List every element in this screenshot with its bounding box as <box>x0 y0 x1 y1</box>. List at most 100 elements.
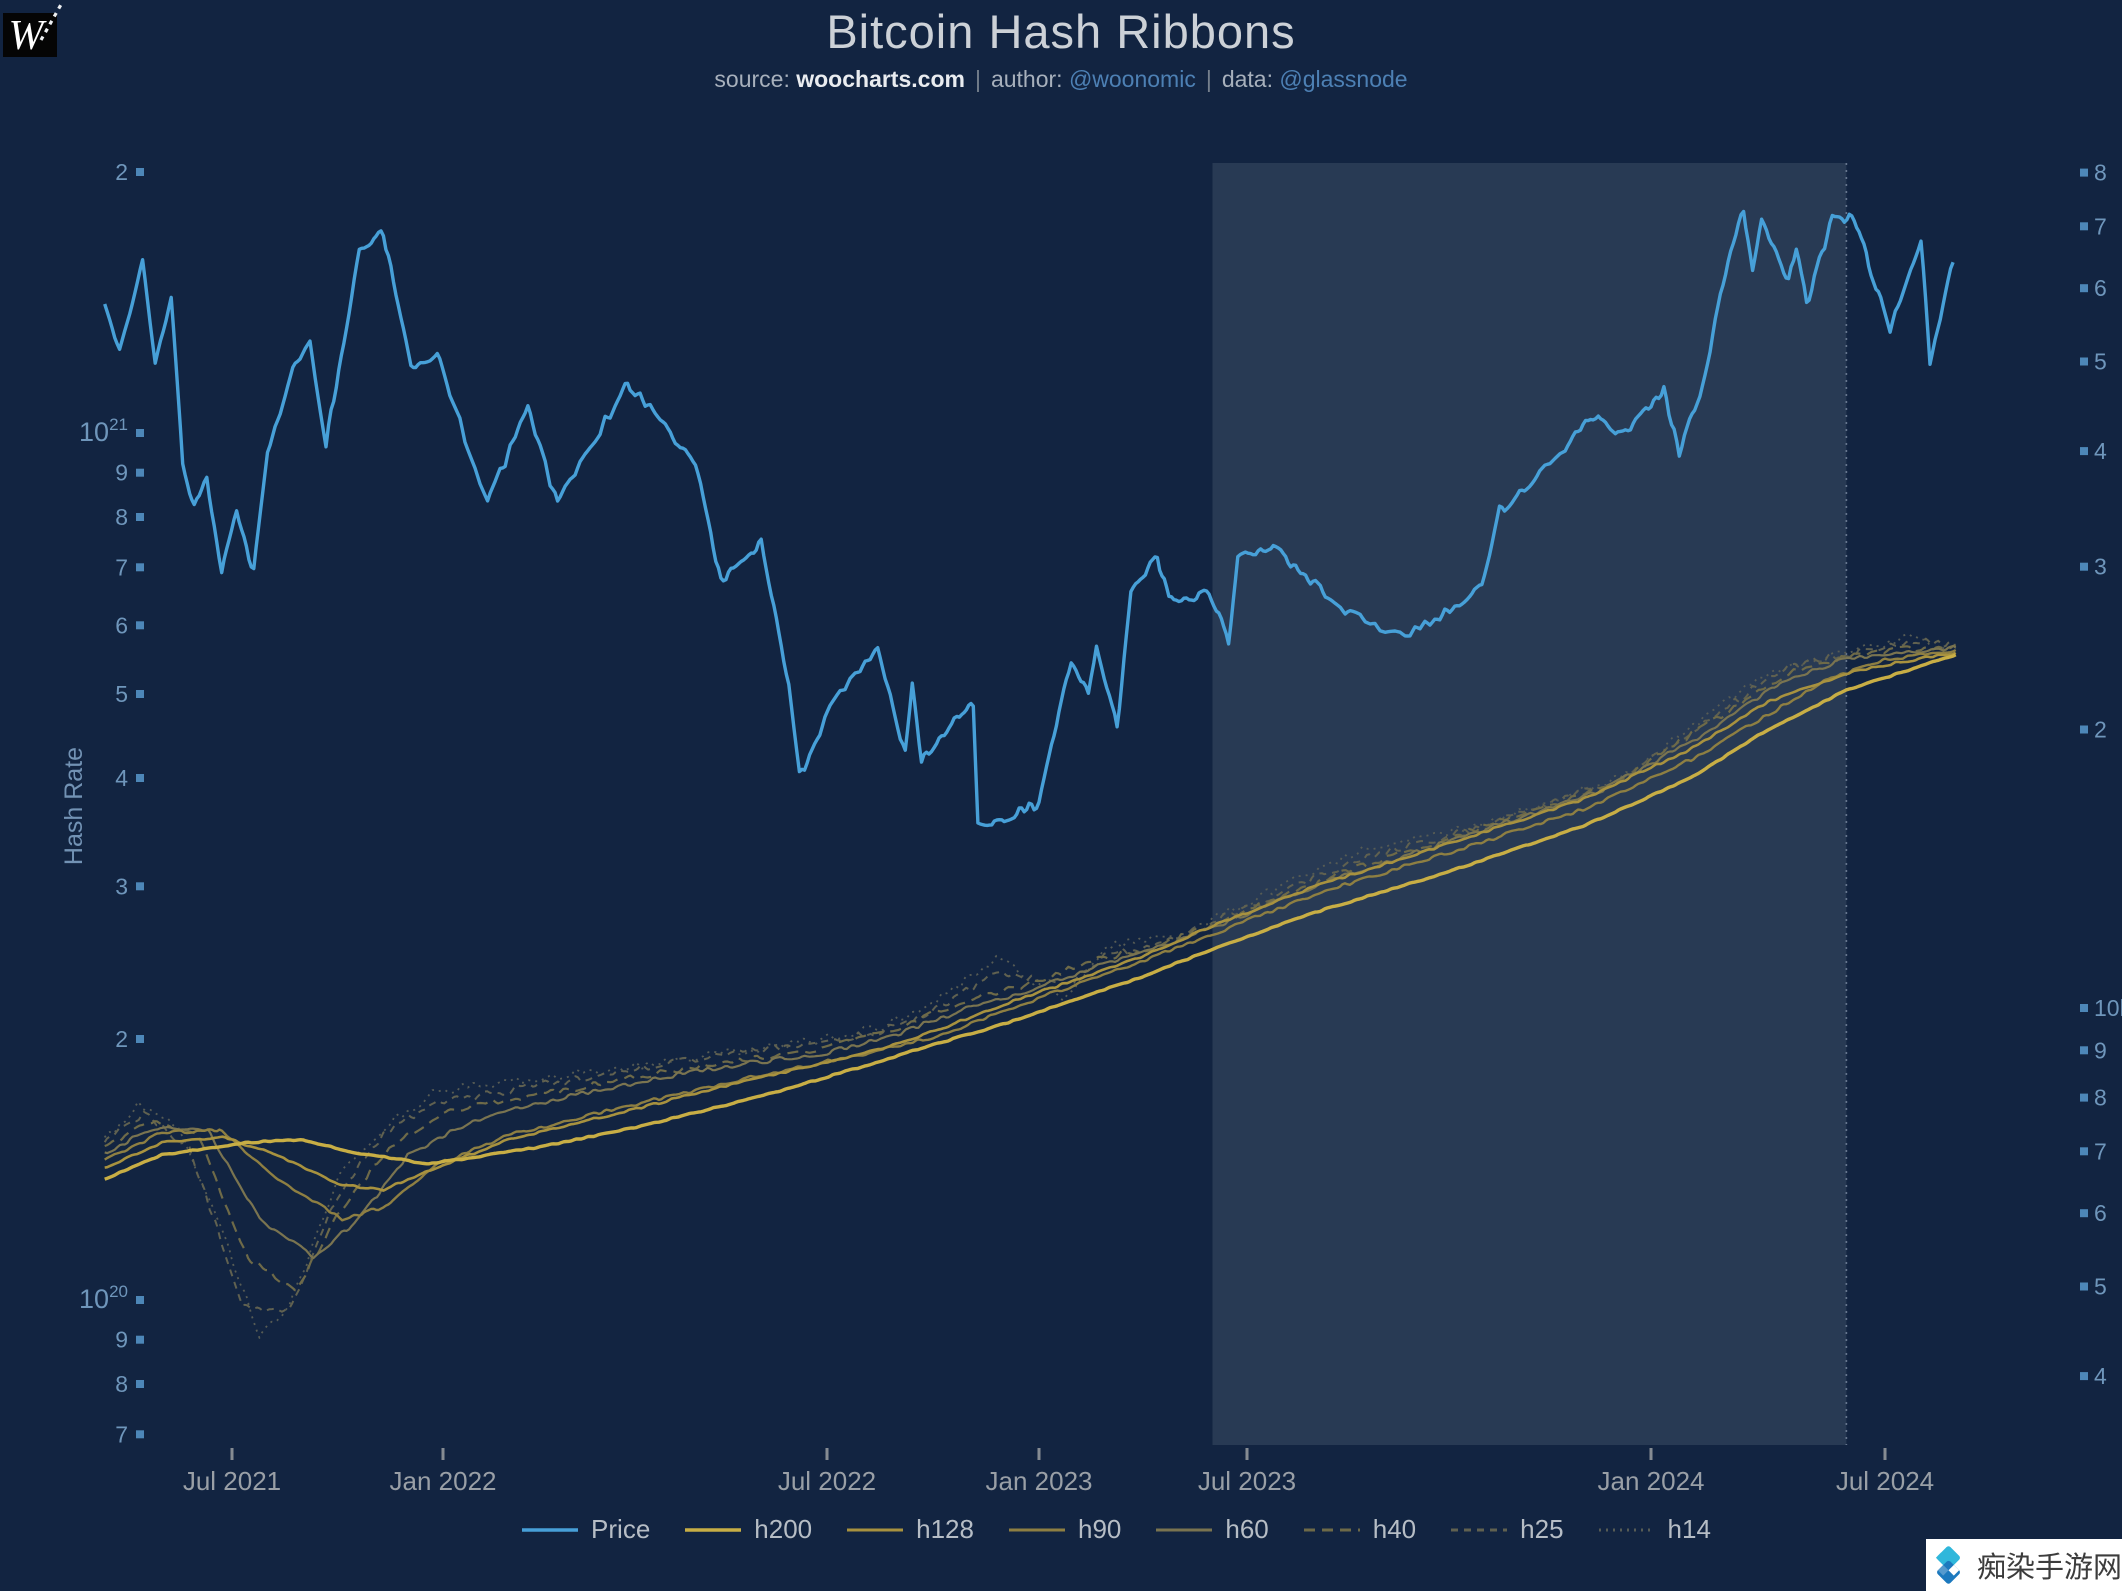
hash-axis-tick-mark <box>136 1380 144 1388</box>
x-axis-tick-label: Jan 2022 <box>390 1466 497 1496</box>
series-line-h90 <box>104 648 1957 1222</box>
page-title: Bitcoin Hash Ribbons <box>826 5 1296 58</box>
logo-letter: W <box>9 13 48 59</box>
legend-label-h25: h25 <box>1520 1514 1564 1544</box>
legend-label-h40: h40 <box>1372 1514 1417 1544</box>
series-line-h60 <box>104 644 1957 1260</box>
price-axis-tick-mark <box>2080 284 2088 293</box>
legend-label-h90: h90 <box>1077 1514 1122 1544</box>
x-axis-tick-label: Jul 2022 <box>778 1466 876 1496</box>
axis-tick-label: 7 <box>2094 213 2107 239</box>
axis-tick-label: 9 <box>115 460 128 486</box>
axis-tick-label: 6 <box>2094 275 2107 301</box>
series-line-h128 <box>104 651 1957 1192</box>
watermark-badge[interactable]: 痴染手游网 <box>1926 1539 2122 1591</box>
legend-item-h14[interactable]: h14 <box>1598 1514 1711 1545</box>
series-line-h200 <box>104 653 1957 1181</box>
price-axis-tick-mark <box>2080 1372 2088 1381</box>
legend-label-h200: h200 <box>754 1514 813 1544</box>
legend-label-price: Price <box>591 1514 651 1544</box>
x-axis-tick-label: Jul 2023 <box>1198 1466 1296 1496</box>
axis-tick-label: 2 <box>115 159 128 185</box>
hash-axis-tick-mark <box>136 690 144 698</box>
axis-tick-label: 5 <box>2094 1274 2107 1300</box>
price-axis-tick-mark <box>2080 1093 2088 1102</box>
price-axis-tick-mark <box>2080 1004 2088 1012</box>
legend-label-h128: h128 <box>916 1514 974 1544</box>
hash-axis-tick-mark <box>136 429 144 437</box>
legend-item-h128[interactable]: h128 <box>846 1514 974 1545</box>
logo-box <box>3 13 57 57</box>
hash-axis-tick-mark <box>136 513 144 521</box>
axis-tick-label: 2 <box>2094 717 2107 743</box>
axis-tick-label: 10k <box>2094 995 2122 1021</box>
legend-line-sample-h14 <box>1598 1528 1655 1531</box>
separator: | <box>1205 66 1212 92</box>
hash-axis-tick-mark <box>136 168 144 176</box>
axis-tick-label: 6 <box>2094 1200 2107 1226</box>
price-axis-tick-mark <box>2080 222 2088 231</box>
source-value: woocharts.com <box>796 66 965 92</box>
hash-axis-tick-mark <box>136 1335 144 1344</box>
chart-legend: Price h200 h128 h90 h60 h40 h25 h14 <box>55 1514 2122 1545</box>
axis-tick-label: 1020 <box>79 1282 128 1314</box>
subtitle: source: woocharts.com | author: @woonomic |… <box>0 66 2122 93</box>
axis-tick-label: 3 <box>115 873 128 899</box>
woocharts-logo[interactable]: W <box>0 0 72 64</box>
axis-tick-label: 5 <box>2094 349 2107 375</box>
separator: | <box>974 66 981 92</box>
highlight-band <box>1212 163 1847 1445</box>
axis-tick-label: 7 <box>115 1421 128 1447</box>
x-axis-tick-label: Jan 2024 <box>1598 1466 1705 1496</box>
axis-tick-label: 2 <box>115 1026 128 1052</box>
hash-axis-tick-mark <box>136 621 144 630</box>
price-axis-tick-mark <box>2080 1282 2088 1291</box>
legend-item-h200[interactable]: h200 <box>684 1514 812 1545</box>
legend-line-sample-h90 <box>1008 1528 1065 1531</box>
author-label: author: <box>990 66 1063 92</box>
axis-tick-label: 7 <box>2094 1138 2107 1164</box>
data-label: data: <box>1221 66 1273 92</box>
legend-line-sample-h128 <box>847 1528 904 1531</box>
legend-item-price[interactable]: Price <box>521 1514 650 1545</box>
price-axis-tick-mark <box>2080 1147 2088 1156</box>
hash-axis-tick-mark <box>136 1035 144 1043</box>
legend-item-h40[interactable]: h40 <box>1303 1514 1416 1545</box>
legend-line-sample-h25 <box>1451 1528 1508 1531</box>
legend-line-sample-h40 <box>1303 1528 1360 1531</box>
legend-label-h60: h60 <box>1225 1514 1269 1544</box>
axis-tick-label: 4 <box>115 765 128 791</box>
legend-line-sample-price <box>522 1527 579 1532</box>
hash-axis-tick-mark <box>136 774 144 782</box>
hash-axis-tick-mark <box>136 468 144 477</box>
source-label: source: <box>714 66 790 92</box>
x-axis-tick-label: Jan 2023 <box>986 1466 1093 1496</box>
price-axis-tick-mark <box>2080 357 2088 366</box>
axis-tick-label: 1021 <box>79 415 128 447</box>
watermark-diamond-icon <box>1935 1546 1960 1584</box>
hash-axis-tick-mark <box>136 563 144 572</box>
axis-tick-label: 9 <box>115 1327 128 1353</box>
price-axis-tick-mark <box>2080 1046 2088 1055</box>
legend-label-h14: h14 <box>1667 1514 1711 1544</box>
data-link[interactable]: @glassnode <box>1279 66 1408 92</box>
legend-item-h90[interactable]: h90 <box>1008 1514 1121 1545</box>
price-axis-tick-mark <box>2080 562 2088 571</box>
axis-tick-label: 9 <box>2094 1037 2107 1063</box>
series-line-h14 <box>103 633 1957 1339</box>
series-line-h25 <box>103 637 1956 1313</box>
x-axis-tick-label: Jul 2024 <box>1836 1466 1934 1496</box>
author-link[interactable]: @woonomic <box>1068 66 1196 92</box>
axis-tick-label: 3 <box>2094 554 2107 580</box>
axis-tick-label: 4 <box>2094 438 2107 464</box>
axis-tick-label: 8 <box>115 504 128 530</box>
hash-axis-tick-mark <box>136 882 144 891</box>
axis-tick-label: 8 <box>115 1371 128 1397</box>
watermark-text: 痴染手游网 <box>1976 1550 2122 1584</box>
legend-item-h60[interactable]: h60 <box>1155 1514 1269 1545</box>
legend-item-h25[interactable]: h25 <box>1450 1514 1564 1545</box>
axis-tick-label: 8 <box>2094 160 2107 186</box>
hash-axis-tick-mark <box>136 1430 144 1439</box>
